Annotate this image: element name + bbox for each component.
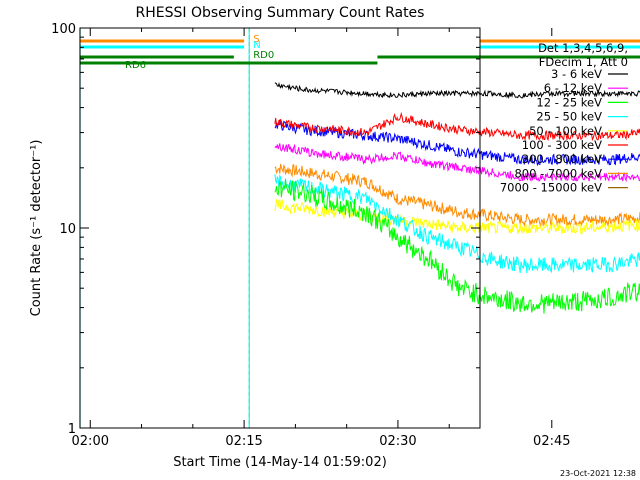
series-line-12to25kev [274,179,640,314]
flag-label-s: S [253,34,259,45]
series-line-300to800kev [274,119,640,167]
y-axis-label: Count Rate (s⁻¹ detector⁻¹) [29,140,44,317]
legend-entry-label: 7000 - 15000 keV [500,181,602,195]
legend-entry-label: 12 - 25 keV [536,95,602,109]
series-line-100to300kev [274,111,640,142]
flag-label-rd6: RD6 [125,60,146,71]
legend-entry-label: 25 - 50 keV [536,110,602,124]
axes: 02:0002:1502:3002:4503:0003:1503:3011010… [51,22,570,449]
legend-entry-label: 100 - 300 keV [522,138,602,152]
x-tick-label: 02:30 [379,434,416,449]
legend-entry-label: 300 - 800 keV [522,152,602,166]
legend-header: Det 1,3,4,5,6,9, [538,41,628,55]
series-line-6to12kev [274,143,640,183]
y-tick-label: 10 [59,222,76,237]
x-tick-label: 02:45 [533,434,570,449]
legend-entry-label: 3 - 6 keV [551,67,602,81]
series-line-25to50kev [274,174,640,274]
series-line-800to7000kev [274,163,640,228]
legend-entry-label: 800 - 7000 keV [514,166,602,180]
flag-label-n: N [253,40,260,51]
y-tick-label: 1 [68,422,76,437]
legend-entry-label: 6 - 12 keV [544,81,602,95]
flag-label-rd0: RD0 [253,50,274,61]
x-tick-label: 02:00 [72,434,109,449]
chart-title: RHESSI Observing Summary Count Rates [136,5,425,21]
legend-entry-label: 50 - 100 keV [529,124,602,138]
legend: Det 1,3,4,5,6,9,FDecim 1, Att 03 - 6 keV… [500,41,628,195]
series-line-3to6kev [274,82,640,100]
y-tick-label: 100 [51,22,76,37]
x-axis-label: Start Time (14-May-14 01:59:02) [173,455,387,470]
legend-header: FDecim 1, Att 0 [539,55,628,69]
date-stamp: 23-Oct-2021 12:38 [560,469,636,478]
x-tick-label: 02:15 [225,434,262,449]
